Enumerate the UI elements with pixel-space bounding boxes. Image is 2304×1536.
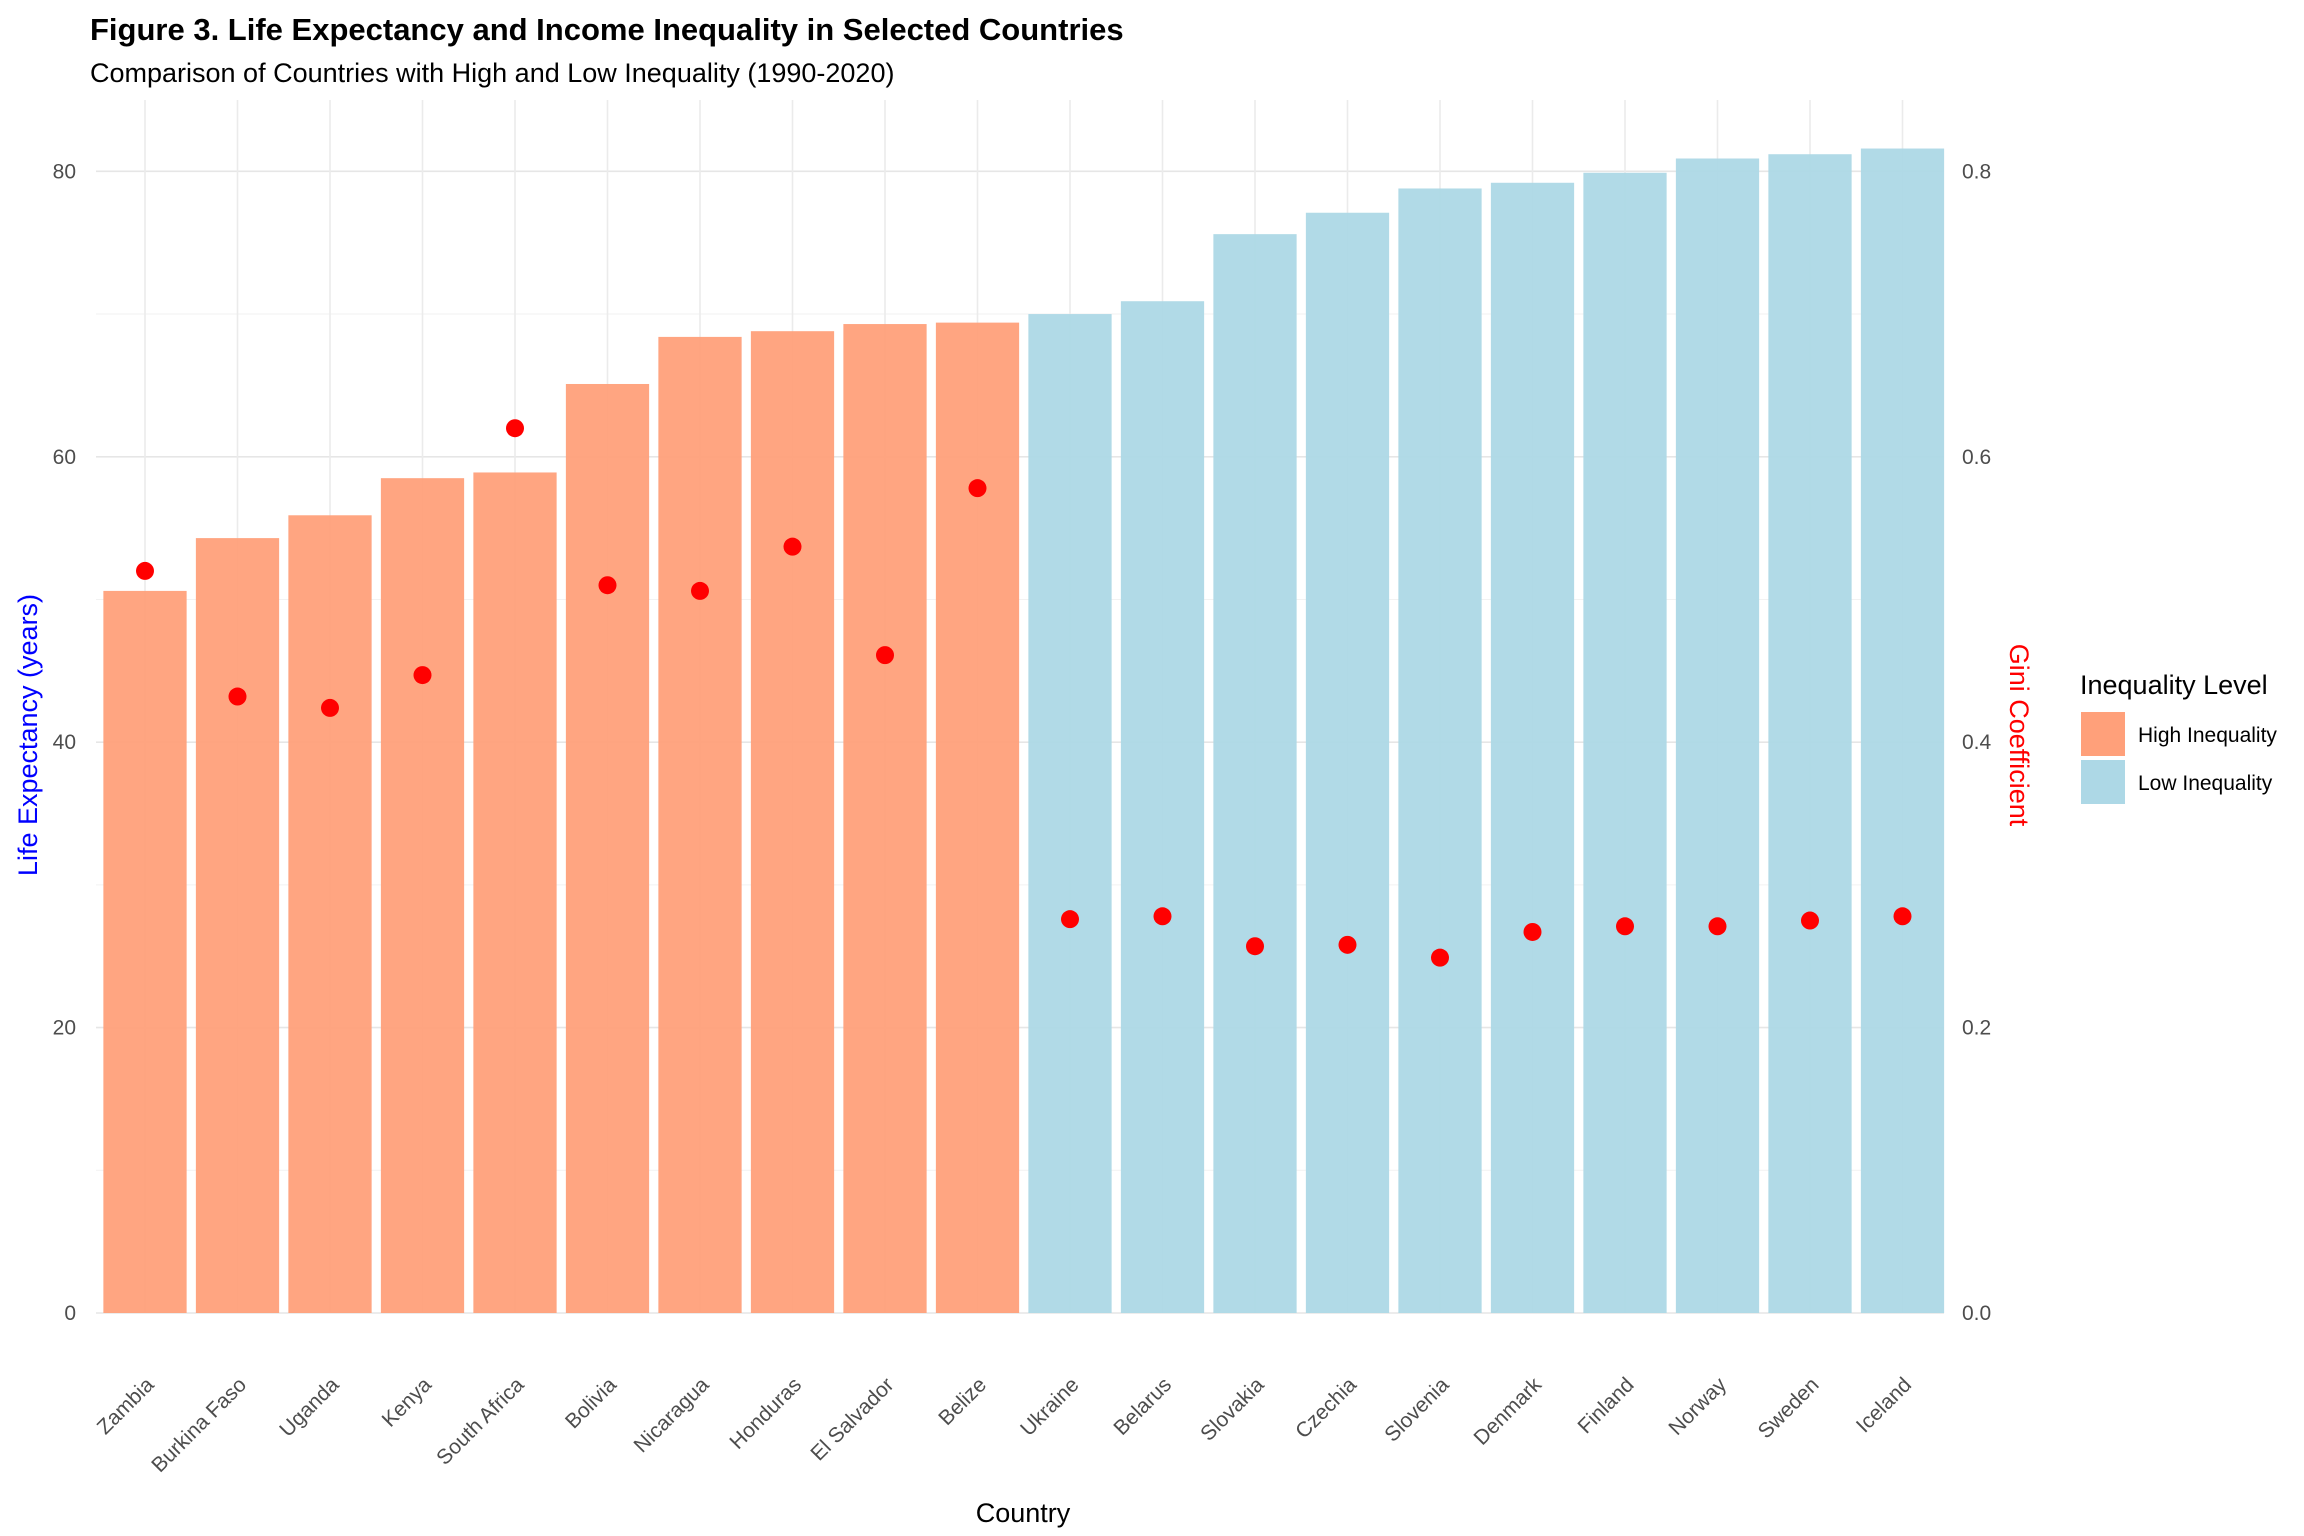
gini-point-belarus [1153, 907, 1172, 926]
bar-uganda [288, 515, 372, 1313]
bar-kenya [380, 478, 465, 1313]
gini-point-iceland [1893, 907, 1912, 926]
gini-point-ukraine [1061, 910, 1079, 929]
legend-label: Low Inequality [2138, 772, 2273, 795]
gini-point-norway [1708, 917, 1727, 936]
gini-point-zambia [136, 561, 154, 580]
x-tick-label: Denmark [1470, 1373, 1547, 1450]
y-axis-left-ticks: 0 20 40 60 80 [53, 160, 76, 1325]
chart-title: Figure 3. Life Expectancy and Income Ine… [90, 12, 1124, 47]
gini-point-sweden [1801, 911, 1819, 930]
y2-tick-label: 0.8 [1962, 160, 1991, 183]
gini-point-belize [968, 479, 987, 498]
chart-subtitle: Comparison of Countries with High and Lo… [90, 58, 894, 88]
x-tick-label: Slovakia [1196, 1373, 1269, 1446]
bar-nicaragua [658, 336, 742, 1314]
grid-lines [96, 100, 1944, 1314]
bar-el-salvador [843, 324, 927, 1314]
gini-point-czechia [1338, 935, 1357, 954]
bar-finland [1583, 172, 1667, 1313]
y2-tick-label: 0.0 [1962, 1302, 1991, 1325]
bar-zambia [103, 590, 187, 1313]
bar-iceland [1860, 148, 1945, 1313]
gini-point-burkina-faso [228, 687, 247, 706]
y-tick-label: 80 [53, 160, 76, 183]
y-axis-title: Life Expectancy (years) [13, 594, 43, 876]
x-tick-label: Finland [1574, 1373, 1639, 1438]
x-tick-label: El Salvador [806, 1373, 898, 1465]
bar-slovenia [1398, 188, 1482, 1313]
gini-point-bolivia [598, 576, 617, 595]
legend-label: High Inequality [2138, 724, 2277, 747]
y-tick-label: 60 [53, 446, 76, 469]
bar-norway [1675, 158, 1760, 1314]
y-tick-label: 40 [53, 731, 76, 754]
bar-ukraine [1028, 314, 1112, 1313]
bar-burkina-faso [195, 538, 280, 1313]
gini-point-denmark [1523, 922, 1542, 941]
x-tick-label: Slovenia [1380, 1373, 1453, 1446]
x-tick-label: Norway [1664, 1373, 1731, 1440]
bar-bolivia [565, 383, 650, 1313]
x-tick-label: Burkina Faso [147, 1373, 251, 1477]
gini-point-el-salvador [876, 646, 894, 665]
x-tick-label: Sweden [1754, 1373, 1824, 1443]
y-axis-right-ticks: 0.0 0.2 0.4 0.6 0.8 [1962, 160, 1992, 1325]
x-tick-label: Iceland [1852, 1373, 1916, 1437]
x-tick-label: Bolivia [561, 1373, 621, 1433]
x-tick-label: South Africa [432, 1373, 529, 1470]
gini-point-honduras [783, 537, 802, 556]
gini-points [136, 419, 1912, 967]
y2-tick-label: 0.2 [1962, 1017, 1991, 1040]
y-tick-label: 20 [53, 1017, 76, 1040]
y2-tick-label: 0.4 [1962, 731, 1992, 754]
gini-point-finland [1616, 917, 1634, 936]
gini-point-kenya [413, 666, 432, 685]
bar-south-africa [473, 472, 557, 1313]
x-tick-label: Uganda [275, 1373, 344, 1442]
legend-title: Inequality Level [2080, 670, 2268, 700]
x-tick-label: Belarus [1109, 1373, 1176, 1440]
x-tick-label: Kenya [378, 1373, 437, 1432]
gini-point-slovakia [1246, 937, 1264, 956]
y2-tick-label: 0.6 [1962, 446, 1991, 469]
gini-point-south-africa [506, 419, 524, 438]
gini-point-uganda [321, 698, 339, 717]
x-tick-label: Nicaragua [630, 1373, 714, 1457]
x-tick-label: Zambia [93, 1373, 159, 1439]
bar-czechia [1305, 212, 1390, 1313]
x-tick-label: Belize [934, 1373, 991, 1430]
legend: Inequality Level High Inequality Low Ineq… [2080, 670, 2277, 804]
bar-sweden [1768, 154, 1852, 1313]
bar-belize [935, 322, 1020, 1313]
bar-denmark [1490, 182, 1575, 1313]
x-axis-title: Country [976, 1498, 1071, 1528]
x-tick-label: Honduras [725, 1373, 806, 1454]
legend-entries: High Inequality Low Inequality [2081, 712, 2277, 804]
bars [103, 148, 1945, 1314]
x-tick-label: Czechia [1291, 1373, 1361, 1443]
y-tick-label: 0 [64, 1302, 76, 1325]
x-tick-label: Ukraine [1016, 1373, 1083, 1440]
bar-belarus [1120, 301, 1205, 1313]
gini-point-nicaragua [691, 581, 709, 600]
legend-swatch [2081, 712, 2125, 756]
gini-point-slovenia [1431, 948, 1449, 967]
y2-axis-title: Gini Coefficient [2004, 644, 2034, 827]
bar-slovakia [1213, 234, 1297, 1313]
bar-honduras [750, 331, 835, 1313]
legend-swatch [2081, 760, 2125, 804]
